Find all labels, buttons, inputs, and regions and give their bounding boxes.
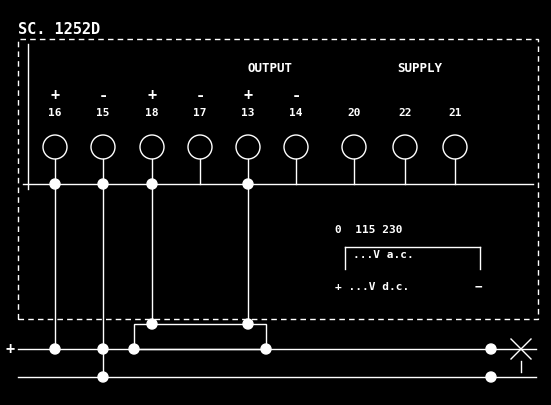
Circle shape [129,344,139,354]
Circle shape [486,372,496,382]
Text: 15: 15 [96,108,110,118]
Circle shape [147,179,157,190]
Text: −: − [475,279,483,292]
Text: 14: 14 [289,108,302,118]
Text: +: + [5,342,14,357]
Circle shape [147,319,157,329]
Text: 16: 16 [48,108,62,118]
Text: SUPPLY: SUPPLY [397,62,442,75]
Text: ...V a.c.: ...V a.c. [353,249,414,259]
Text: 17: 17 [193,108,207,118]
Text: -: - [196,88,204,103]
Circle shape [261,344,271,354]
Circle shape [98,372,108,382]
Bar [18,40,538,319]
Text: 20: 20 [347,108,361,118]
Text: 0  115 230: 0 115 230 [335,224,402,234]
Circle shape [50,179,60,190]
Circle shape [486,344,496,354]
Text: -: - [291,88,300,103]
Text: 18: 18 [145,108,159,118]
Text: 21: 21 [449,108,462,118]
Circle shape [243,319,253,329]
Text: -: - [99,88,107,103]
Text: 22: 22 [398,108,412,118]
Circle shape [50,344,60,354]
Bar [134,324,266,349]
Circle shape [98,179,108,190]
Circle shape [98,344,108,354]
Text: 13: 13 [241,108,255,118]
Circle shape [243,179,253,190]
Text: SC. 1252D: SC. 1252D [18,22,100,37]
Text: +: + [51,88,60,103]
Text: OUTPUT: OUTPUT [247,62,293,75]
Text: + ...V d.c.: + ...V d.c. [335,281,409,291]
Text: +: + [244,88,252,103]
Text: +: + [148,88,156,103]
